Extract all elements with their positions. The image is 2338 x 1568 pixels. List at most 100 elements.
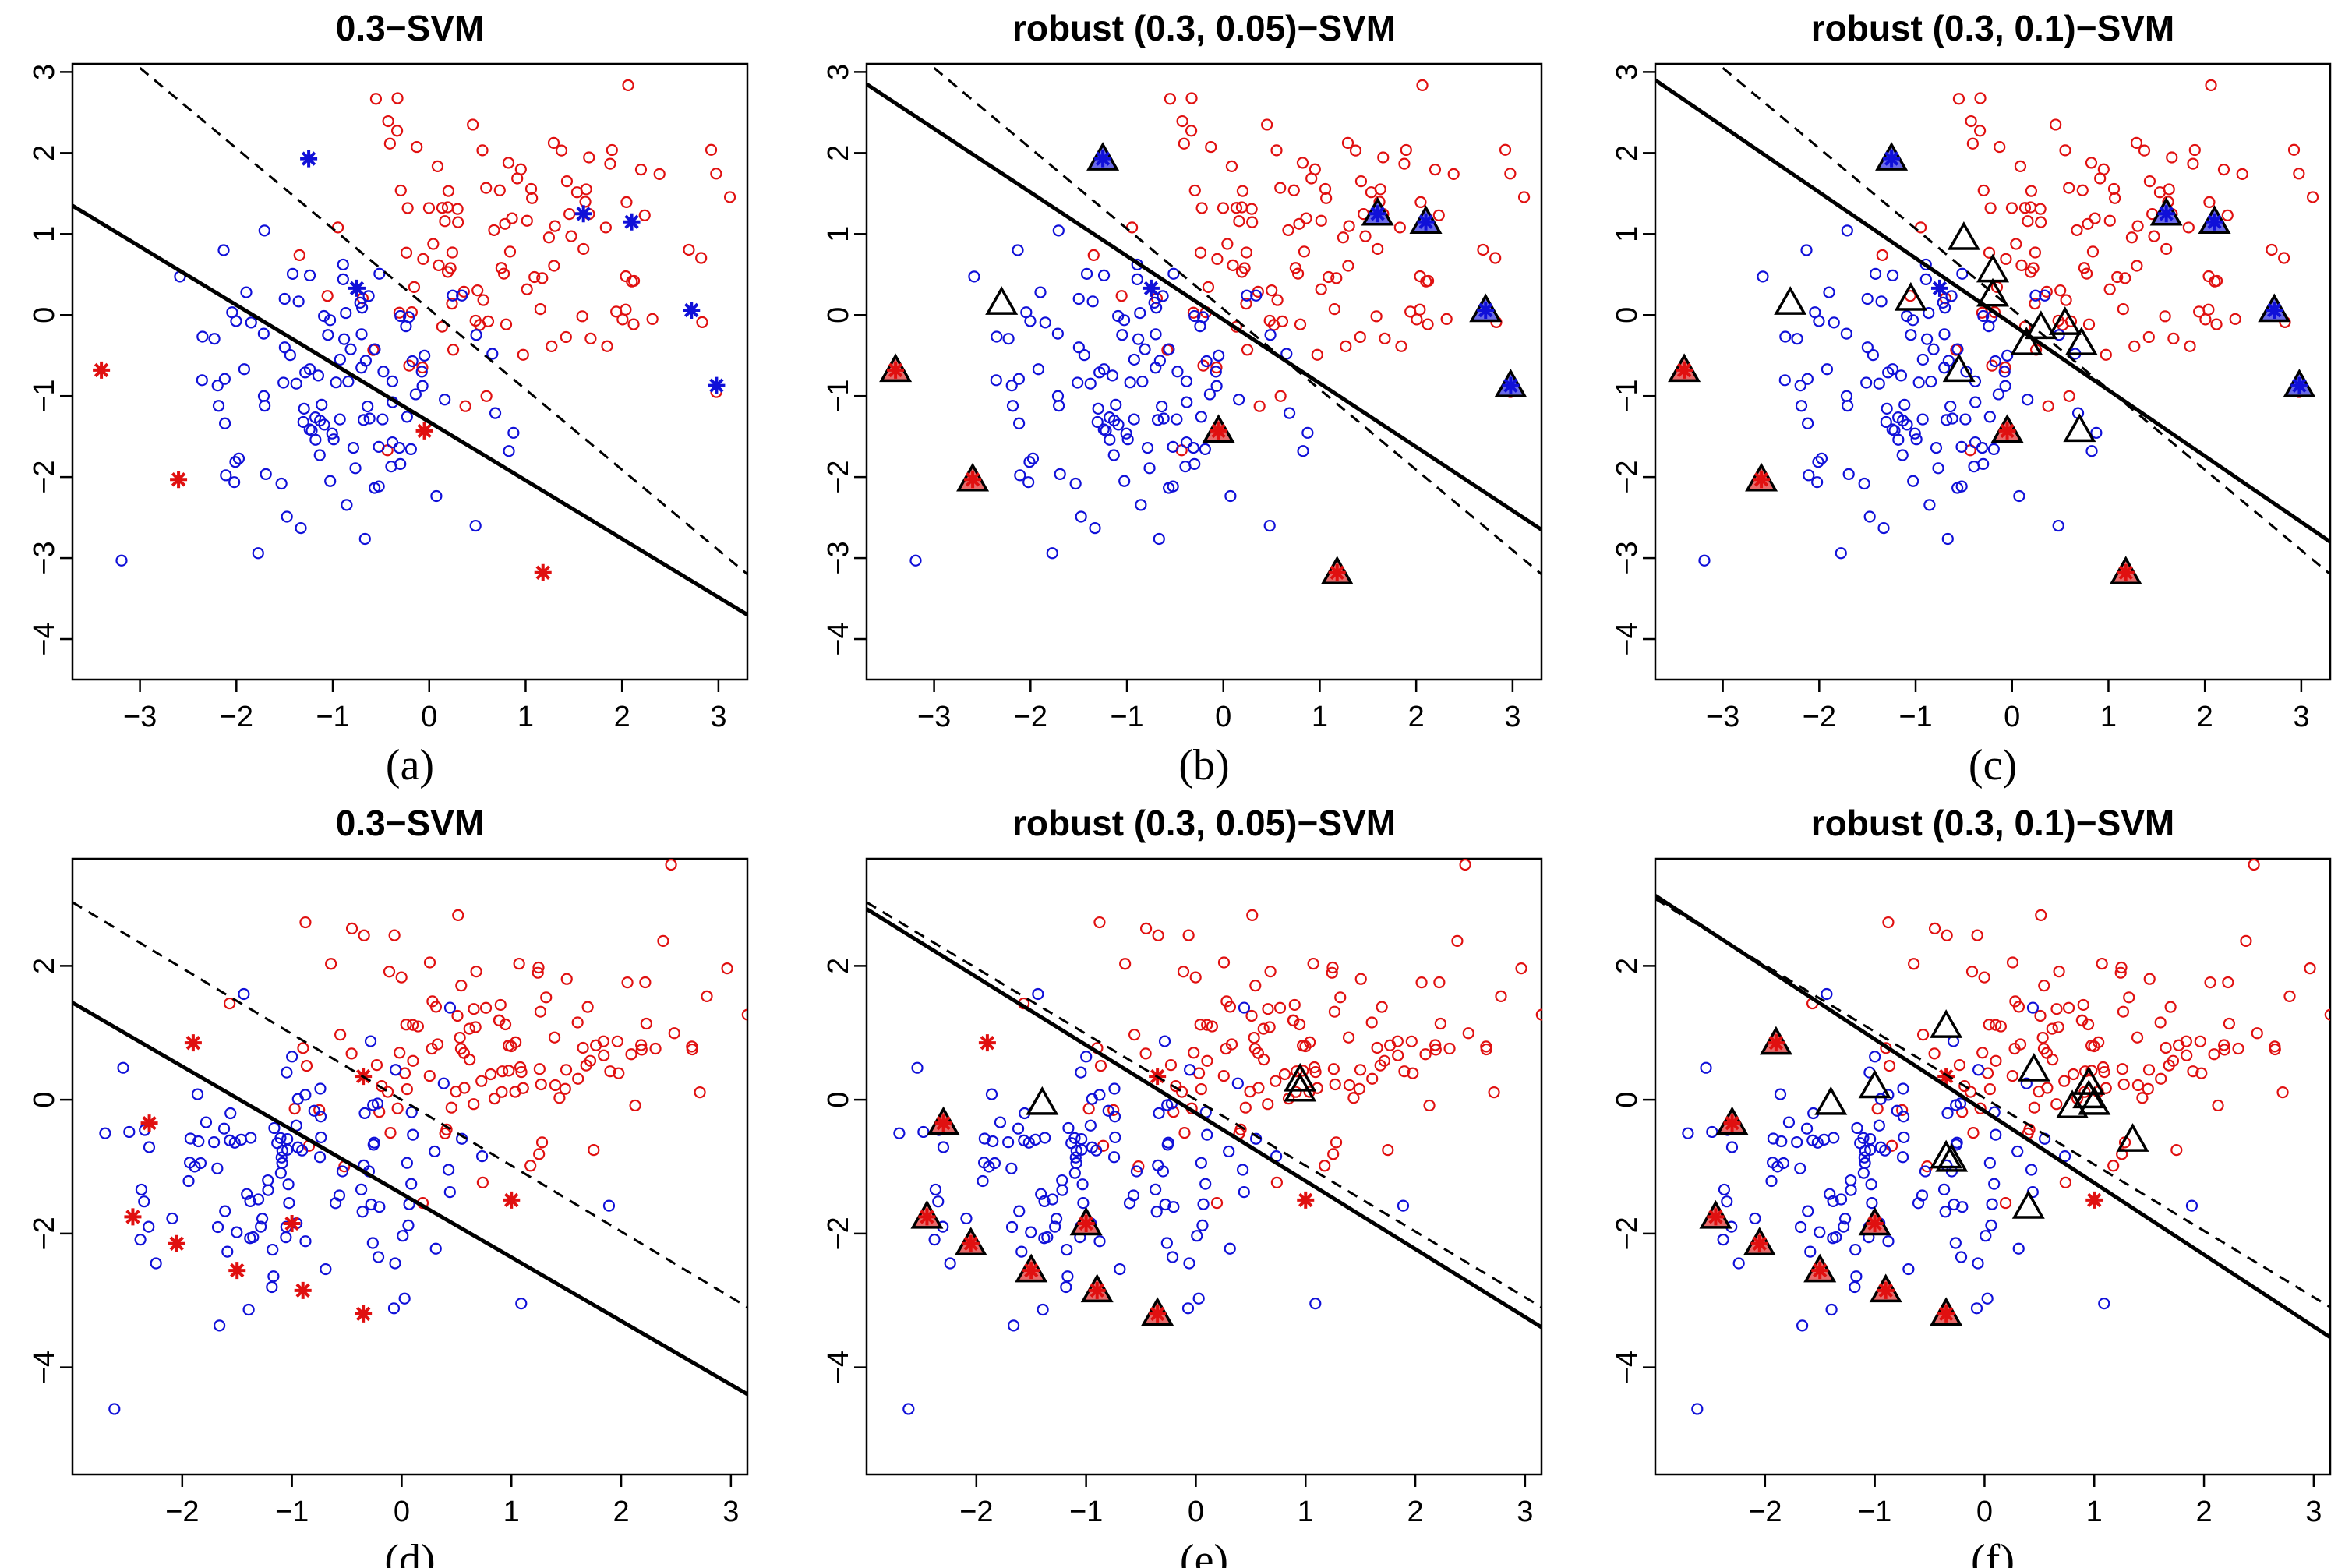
point-blue <box>1199 1178 1212 1190</box>
point-blue <box>1939 302 1951 314</box>
point-red <box>454 1031 466 1044</box>
point-blue <box>1130 1165 1143 1178</box>
point-red <box>2154 1016 2167 1029</box>
point-red <box>2022 215 2034 228</box>
point-red <box>2071 224 2083 236</box>
star-marker <box>348 279 366 297</box>
point-red <box>536 272 549 284</box>
point-blue <box>1037 1303 1049 1316</box>
point-blue <box>404 443 417 455</box>
point-red <box>668 1027 680 1040</box>
point-blue <box>387 1302 401 1315</box>
star-marker <box>1723 1114 1741 1132</box>
point-red <box>1248 1031 1260 1044</box>
dashed-boundary-line <box>1722 67 2330 576</box>
dashed-boundary-line <box>139 67 747 576</box>
point-blue <box>1838 1220 1850 1233</box>
point-blue <box>390 1064 402 1076</box>
point-blue <box>1945 290 1958 302</box>
point-blue <box>1158 1035 1171 1047</box>
point-blue <box>245 1132 257 1144</box>
point-blue <box>1157 412 1170 425</box>
point-blue <box>1231 1077 1244 1089</box>
y-tick-label: 3 <box>28 64 61 80</box>
point-red <box>1182 929 1195 941</box>
y-tick-label: 2 <box>822 958 855 974</box>
point-blue <box>257 327 270 340</box>
point-red <box>468 1003 480 1015</box>
point-blue <box>2011 1145 2024 1158</box>
point-blue <box>1084 377 1097 390</box>
panel-title: 0.3−SVM <box>336 803 485 843</box>
point-blue <box>255 1220 267 1233</box>
point-red <box>2130 136 2143 149</box>
point-red <box>1343 1079 1356 1092</box>
point-blue <box>430 489 443 503</box>
point-red <box>757 316 767 327</box>
point-blue <box>1167 1201 1180 1213</box>
point-blue <box>1014 469 1026 482</box>
point-red <box>2050 118 2062 131</box>
y-tick-label: −3 <box>822 541 855 574</box>
point-red <box>2204 976 2216 989</box>
star-marker <box>1998 422 2016 440</box>
point-blue <box>1959 413 1972 426</box>
point-red <box>2209 275 2221 288</box>
point-blue <box>258 224 270 237</box>
point-blue <box>1796 1319 1809 1332</box>
point-blue <box>1213 349 1225 362</box>
point-red <box>1359 230 1372 242</box>
point-blue <box>1041 1231 1054 1244</box>
point-red <box>1293 217 1305 230</box>
point-blue <box>419 349 431 362</box>
star-marker <box>574 205 592 223</box>
star-marker <box>1767 1034 1785 1052</box>
point-red <box>1535 1008 1542 1021</box>
point-blue <box>1875 295 1888 308</box>
point-blue <box>844 1151 854 1161</box>
point-blue <box>305 424 318 437</box>
point-red <box>313 1104 326 1117</box>
point-red <box>1201 1054 1213 1067</box>
y-tick-label: −3 <box>1611 541 1644 574</box>
point-blue <box>1912 1197 1925 1210</box>
point-blue <box>1865 1178 1877 1191</box>
point-red <box>2008 1042 2021 1055</box>
point-red <box>1952 93 1965 105</box>
plot-frame <box>1654 62 2332 681</box>
point-red <box>2085 157 2098 169</box>
point-blue <box>241 1188 253 1200</box>
point-blue <box>1184 1064 1196 1076</box>
point-blue <box>1863 510 1876 523</box>
point-red <box>2276 1086 2289 1099</box>
point-red <box>1205 140 1217 154</box>
plot-frame <box>865 857 1543 1476</box>
point-red <box>1398 157 1411 170</box>
point-blue <box>1898 1131 1910 1144</box>
point-red <box>2194 1035 2206 1047</box>
y-tick-label: −4 <box>822 622 855 655</box>
point-red <box>2119 272 2131 284</box>
point-blue <box>1297 445 1309 457</box>
point-blue <box>2058 1150 2071 1163</box>
point-blue <box>1032 987 1044 1001</box>
solid-boundary-line <box>72 203 747 616</box>
point-blue <box>2026 1001 2040 1014</box>
point-red <box>1319 1160 1331 1172</box>
point-blue <box>1093 1089 1106 1101</box>
point-blue <box>1007 1319 1020 1332</box>
point-red <box>1400 143 1412 157</box>
point-red <box>723 191 736 203</box>
point-blue <box>1757 270 1769 283</box>
y-tick-label: −2 <box>822 460 855 493</box>
point-blue <box>1802 1205 1814 1217</box>
x-tick-label: −2 <box>959 1496 993 1528</box>
point-red <box>1354 330 1366 344</box>
point-blue <box>402 1219 415 1231</box>
point-blue <box>1869 267 1882 280</box>
point-red <box>423 1070 436 1082</box>
point-red <box>1298 245 1311 258</box>
point-blue <box>1718 1183 1731 1196</box>
point-blue <box>398 1292 411 1305</box>
triangle-marker <box>1935 1142 1969 1172</box>
